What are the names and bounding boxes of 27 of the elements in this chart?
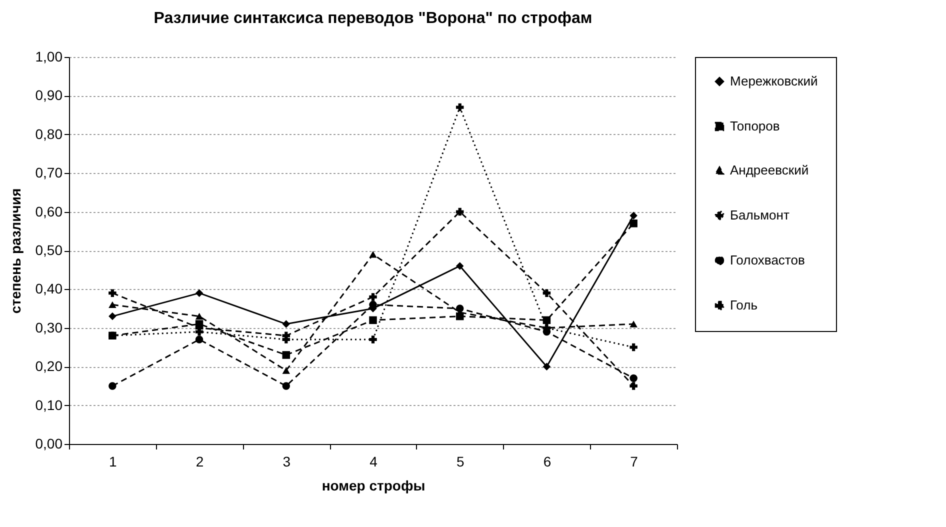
x-tick-label: 3 [282, 454, 291, 470]
x-tick-label: 5 [456, 454, 464, 470]
y-tick-label: 0,90 [35, 87, 63, 104]
y-tick-label: 0,00 [35, 436, 63, 452]
x-tick-label: 7 [630, 454, 638, 470]
y-tick-label: 0,80 [35, 126, 63, 142]
legend-label: Андреевский [730, 162, 809, 178]
y-tick-label: 0,20 [35, 358, 63, 374]
legend-label: Мережковский [730, 74, 818, 88]
y-tick-label: 0,70 [35, 164, 63, 181]
y-tick-label: 0,60 [35, 203, 63, 220]
legend-label: Голохвастов [730, 252, 805, 268]
chart-title: Различие синтаксиса переводов "Ворона" по строфам [154, 10, 592, 27]
legend-label: Голь [730, 298, 758, 312]
legend-label: Бальмонт [730, 208, 790, 222]
legend-label: Топоров [730, 118, 780, 134]
x-tick-label: 4 [370, 454, 378, 470]
y-tick-label: 0,40 [35, 280, 63, 297]
y-tick-label: 0,30 [35, 319, 63, 336]
x-tick-label: 2 [196, 454, 204, 470]
x-tick-label: 1 [109, 454, 118, 470]
y-tick-label: 0,10 [35, 396, 63, 413]
y-axis-title: степень различия [7, 188, 24, 314]
y-tick-label: 0,50 [35, 242, 63, 258]
x-tick-label: 6 [543, 454, 552, 470]
y-tick-label: 1,00 [35, 48, 63, 64]
x-axis-title: номер строфы [322, 478, 426, 494]
